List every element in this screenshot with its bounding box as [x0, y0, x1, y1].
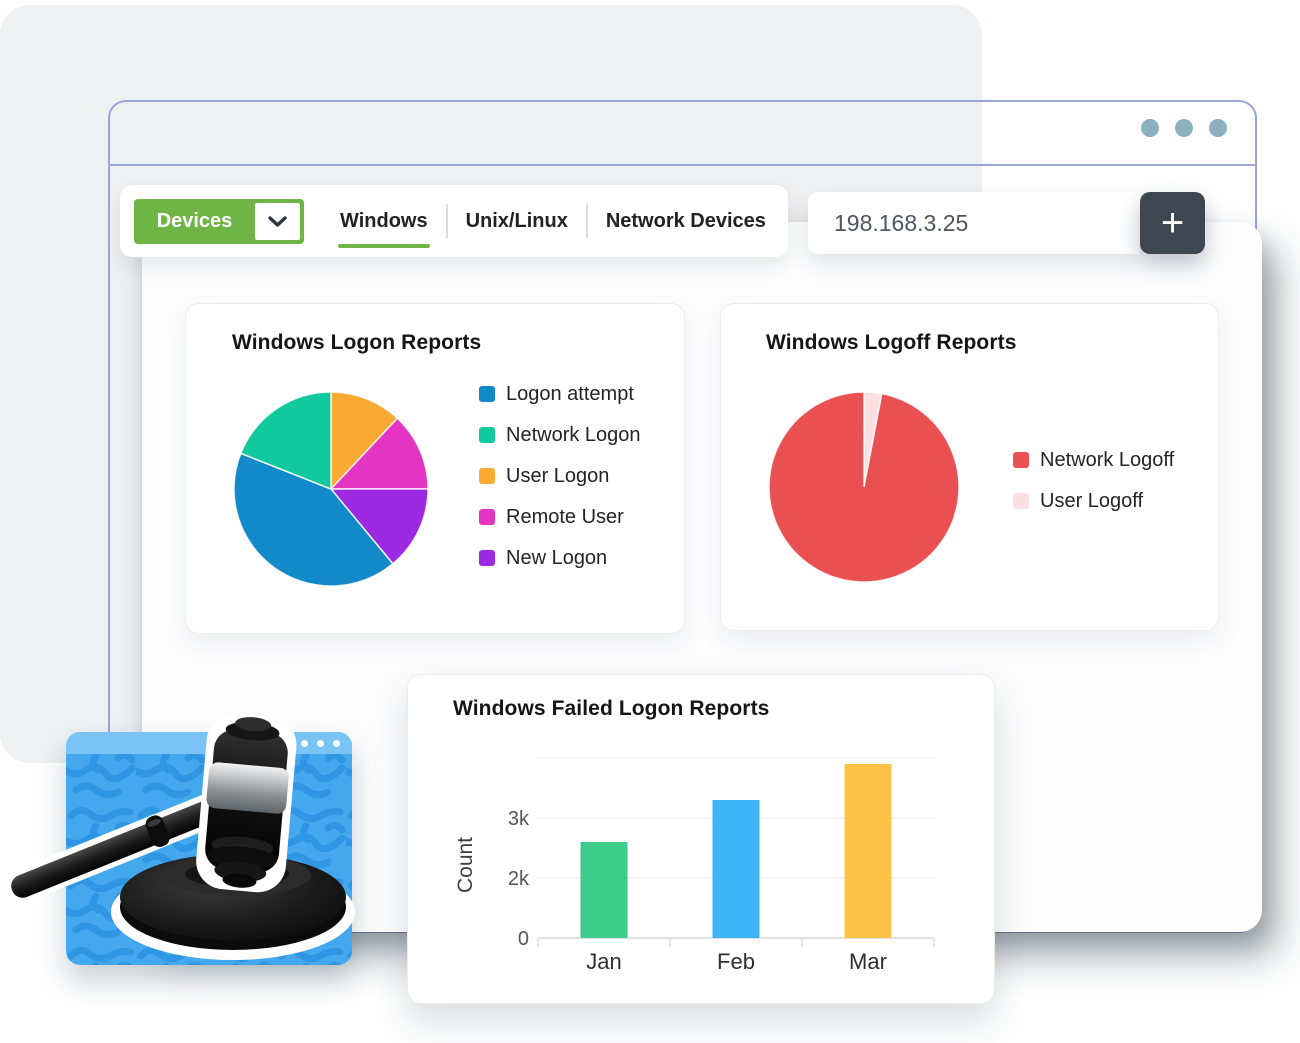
bar-feb [712, 800, 760, 938]
legend-item: User Logon [479, 465, 641, 487]
window-control-dot [333, 739, 340, 747]
device-tabs: Windows Unix/Linux Network Devices [338, 204, 784, 248]
legend-label: User Logoff [1040, 489, 1144, 512]
pie-slice-user-logon [330, 391, 399, 491]
card-title: Windows Logoff Reports [766, 331, 1017, 354]
failed-logon-reports-card: Windows Failed Logon Reports 0 2k 3k Jan Feb… [407, 674, 995, 1004]
bar-jan [580, 842, 628, 938]
bar-mar [844, 764, 892, 938]
devices-dropdown-label: Devices [156, 209, 233, 232]
logoff-reports-card: Windows Logoff Reports Network Logoff Us… [720, 303, 1219, 631]
devices-dropdown[interactable]: Devices [134, 198, 304, 244]
card-title: Windows Failed Logon Reports [453, 697, 770, 720]
y-axis-tick-label: 2k [508, 868, 530, 890]
ip-address-input[interactable] [808, 192, 1140, 254]
window-control-dot [1141, 119, 1159, 137]
legend-swatch [1013, 493, 1029, 509]
legend-swatch [479, 550, 495, 566]
tab-network-devices[interactable]: Network Devices [605, 209, 766, 232]
legend-label: Network Logoff [1040, 448, 1175, 471]
legend-item: Remote User [479, 506, 641, 528]
pie-slice-network-logon [239, 391, 332, 491]
address-bar: + [808, 192, 1205, 254]
legend-label: User Logon [506, 464, 610, 487]
x-axis-label: Mar [849, 949, 887, 974]
legend-label: Logon attempt [506, 382, 634, 405]
window-control-dot [317, 739, 324, 747]
legend-swatch [1013, 452, 1029, 468]
legend-swatch [479, 468, 495, 484]
logoff-legend: Network Logoff User Logoff [1013, 449, 1174, 534]
logon-pie-chart [233, 391, 429, 587]
pie-slice-network-logoff [768, 391, 960, 583]
y-axis-tick-label: 0 [518, 928, 529, 950]
card-title: Windows Logon Reports [232, 331, 482, 354]
legend-swatch [479, 386, 495, 402]
y-axis-tick-label: 3k [508, 808, 530, 830]
logoff-pie-chart [768, 391, 960, 583]
x-axis-label: Feb [717, 949, 755, 974]
y-axis-title: Count [454, 837, 477, 893]
window-control-dot [301, 739, 308, 747]
add-device-button[interactable]: + [1140, 192, 1205, 254]
gavel-card-topbar [66, 732, 352, 754]
legend-label: Network Logon [506, 423, 641, 446]
tab-windows[interactable]: Windows [338, 209, 430, 248]
logon-legend: Logon attempt Network Logon User Logon R… [479, 383, 641, 591]
logon-reports-card: Windows Logon Reports Logon attempt Netw… [185, 303, 685, 634]
failed-logon-bar-chart: 0 2k 3k Jan Feb Mar Count [454, 757, 935, 974]
pie-slice-new-logon [329, 488, 429, 565]
pie-slice-logon-attempt [233, 452, 394, 587]
x-axis-label: Jan [586, 949, 621, 974]
legend-label: New Logon [506, 546, 608, 569]
window-controls [1141, 119, 1227, 137]
legend-label: Remote User [506, 505, 624, 528]
window-control-dot [1175, 119, 1193, 137]
tab-unix-linux[interactable]: Unix/Linux [465, 209, 568, 232]
legend-swatch [479, 509, 495, 525]
legend-swatch [479, 427, 495, 443]
legend-item: New Logon [479, 547, 641, 569]
legend-item: Network Logoff [1013, 449, 1174, 471]
tab-separator [585, 204, 588, 238]
legend-item: User Logoff [1013, 490, 1174, 512]
pie-slice-remote-user [329, 417, 429, 490]
legend-item: Network Logon [479, 424, 641, 446]
toolbar: Devices Windows Unix/Linux Network Devic… [120, 185, 788, 257]
maze-pattern-background [66, 732, 352, 965]
gavel-illustration-card [66, 732, 352, 965]
window-control-dot [1209, 119, 1227, 137]
chevron-down-icon[interactable] [255, 202, 300, 240]
window-header-divider [110, 164, 1255, 166]
tab-separator [445, 204, 448, 238]
legend-item: Logon attempt [479, 383, 641, 405]
